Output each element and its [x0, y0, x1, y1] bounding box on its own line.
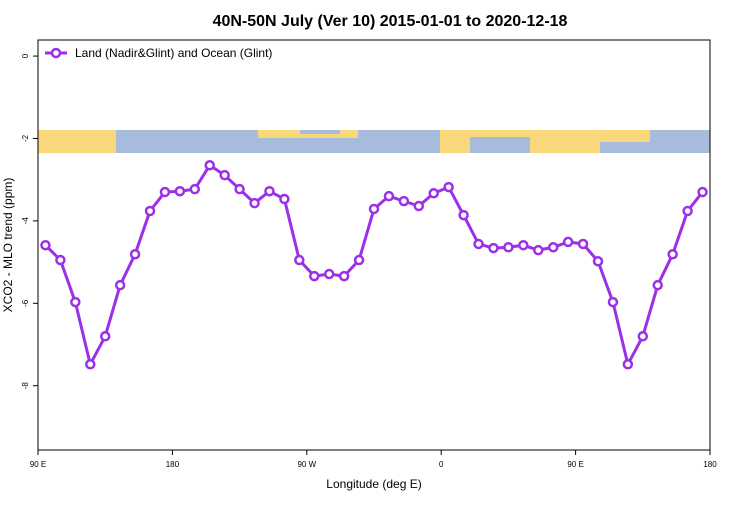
data-point	[518, 239, 529, 251]
data-point	[353, 254, 365, 266]
data-point	[55, 254, 66, 266]
data-point	[398, 195, 410, 207]
y-tick-label: -4	[21, 217, 30, 225]
data-point	[622, 359, 634, 370]
data-point	[488, 242, 499, 254]
x-tick-label: 90 W	[297, 460, 316, 469]
data-point	[174, 185, 186, 197]
data-point	[577, 238, 589, 250]
data-point	[279, 193, 290, 205]
x-tick-label: 90 E	[30, 460, 46, 469]
plot-frame	[37, 39, 711, 451]
data-point	[40, 239, 51, 251]
x-tick-label: 180	[166, 460, 180, 469]
data-point	[383, 190, 395, 202]
data-point	[129, 249, 141, 260]
legend-marker	[50, 47, 62, 59]
x-tick-label: 0	[439, 460, 444, 469]
data-point	[114, 279, 126, 291]
data-point	[652, 279, 663, 291]
map-strip	[38, 130, 710, 153]
y-tick-label: 0	[21, 53, 30, 58]
data-point	[159, 186, 171, 198]
data-point	[264, 185, 275, 197]
data-point	[204, 160, 215, 171]
data-point	[682, 205, 693, 217]
data-point	[667, 249, 678, 260]
data-point	[368, 203, 380, 215]
data-point	[99, 331, 111, 342]
data-point	[189, 183, 201, 195]
data-point	[547, 242, 559, 253]
data-point	[592, 256, 604, 267]
x-tick-label: 90 E	[567, 460, 583, 469]
data-point	[413, 200, 425, 212]
data-point	[294, 254, 305, 266]
data-point	[219, 169, 230, 181]
data-point	[503, 242, 514, 253]
data-point	[637, 331, 649, 342]
y-axis-label: XCO2 - MLO trend (ppm)	[1, 178, 15, 313]
x-axis-label: Longitude (deg E)	[326, 477, 421, 491]
y-tick-label: -2	[21, 134, 30, 142]
data-point	[249, 197, 260, 209]
data-point	[428, 188, 439, 199]
data-point	[323, 268, 335, 280]
data-point	[309, 270, 320, 282]
legend-label: Land (Nadir&Glint) and Ocean (Glint)	[75, 46, 272, 60]
data-point	[697, 186, 708, 198]
y-tick-label: -8	[21, 382, 30, 390]
data-point	[70, 296, 81, 308]
x-tick-label: 180	[703, 460, 717, 469]
data-point	[443, 181, 454, 193]
data-point	[144, 205, 156, 217]
data-point	[533, 244, 544, 256]
data-point	[85, 359, 96, 370]
chart-title: 40N-50N July (Ver 10) 2015-01-01 to 2020…	[213, 13, 568, 30]
series-line	[44, 163, 704, 369]
data-point	[338, 270, 350, 282]
data-point	[234, 183, 245, 195]
y-tick-label: -6	[21, 299, 30, 307]
data-point	[562, 236, 574, 248]
data-point	[607, 296, 619, 308]
data-point	[458, 209, 469, 221]
data-point	[473, 238, 484, 250]
